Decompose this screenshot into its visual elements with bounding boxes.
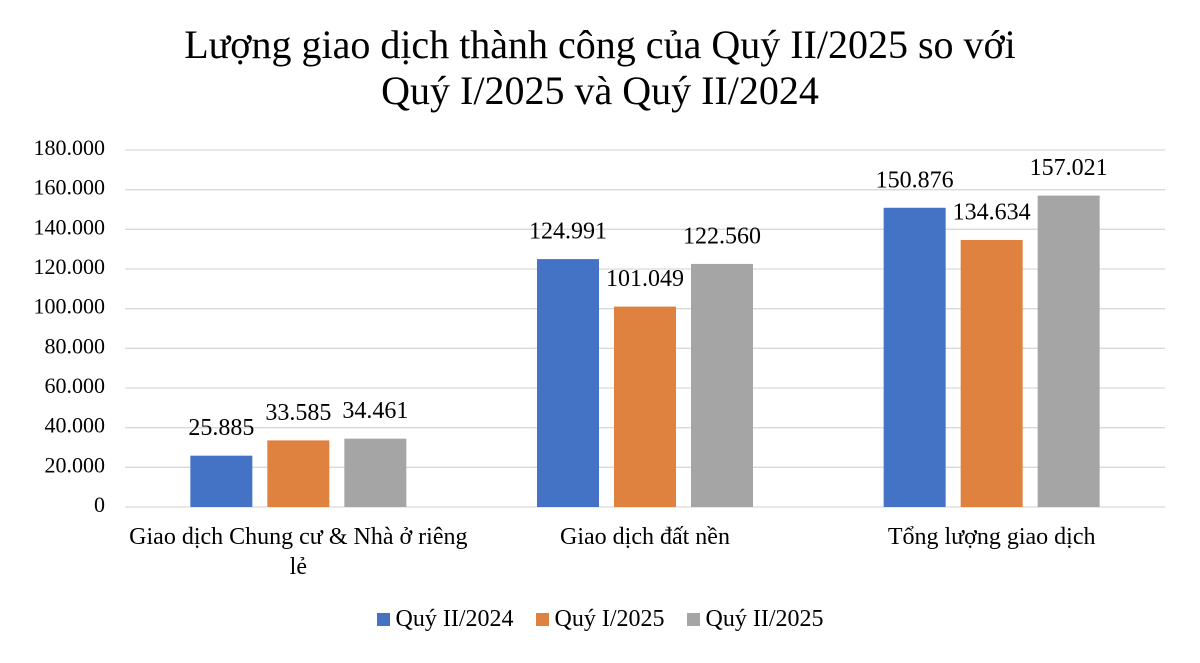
data-label: 25.885 [188, 415, 254, 441]
bar [190, 455, 253, 507]
data-label: 157.021 [1030, 155, 1108, 181]
legend: Quý II/2024 Quý I/2025 Quý II/2025 [0, 606, 1200, 633]
legend-item: Quý II/2024 [376, 606, 514, 633]
legend-label: Quý II/2024 [395, 606, 514, 632]
bar [614, 306, 676, 507]
legend-item: Quý II/2025 [686, 606, 824, 633]
x-tick-label: Giao dịch Chung cư & Nhà ở riêng lẻ [129, 524, 468, 580]
bar [1037, 195, 1100, 507]
legend-item: Quý I/2025 [535, 606, 665, 633]
bar [691, 263, 753, 507]
y-tick-label: 80.000 [45, 333, 106, 358]
data-label: 122.560 [683, 223, 761, 249]
y-tick-label: 160.000 [34, 175, 106, 200]
y-tick-label: 40.000 [45, 413, 106, 438]
data-label: 150.876 [876, 167, 954, 193]
bar [883, 207, 946, 507]
bar [267, 440, 330, 507]
chart-title: Lượng giao dịch thành công của Quý II/20… [184, 22, 1016, 113]
data-label: 34.461 [342, 398, 408, 424]
data-label: 101.049 [606, 266, 684, 292]
data-label: 124.991 [529, 219, 607, 245]
legend-swatch [535, 613, 549, 626]
legend-label: Quý II/2025 [705, 606, 824, 632]
bar [537, 259, 599, 507]
y-tick-label: 100.000 [34, 294, 106, 319]
y-tick-label: 60.000 [45, 373, 106, 398]
bar [344, 438, 407, 507]
legend-swatch [686, 613, 700, 626]
y-tick-label: 180.000 [34, 135, 106, 160]
y-tick-label: 0 [94, 492, 105, 517]
bar [960, 239, 1023, 508]
legend-label: Quý I/2025 [554, 606, 665, 632]
x-tick-label: Giao dịch đất nền [560, 524, 730, 550]
y-tick-label: 20.000 [45, 452, 106, 477]
y-tick-label: 120.000 [34, 254, 106, 279]
legend-swatch [376, 613, 390, 626]
y-tick-label: 140.000 [34, 214, 106, 239]
data-label: 33.585 [265, 400, 331, 426]
data-label: 134.634 [953, 199, 1031, 225]
x-tick-label: Tổng lượng giao dịch [887, 524, 1096, 550]
